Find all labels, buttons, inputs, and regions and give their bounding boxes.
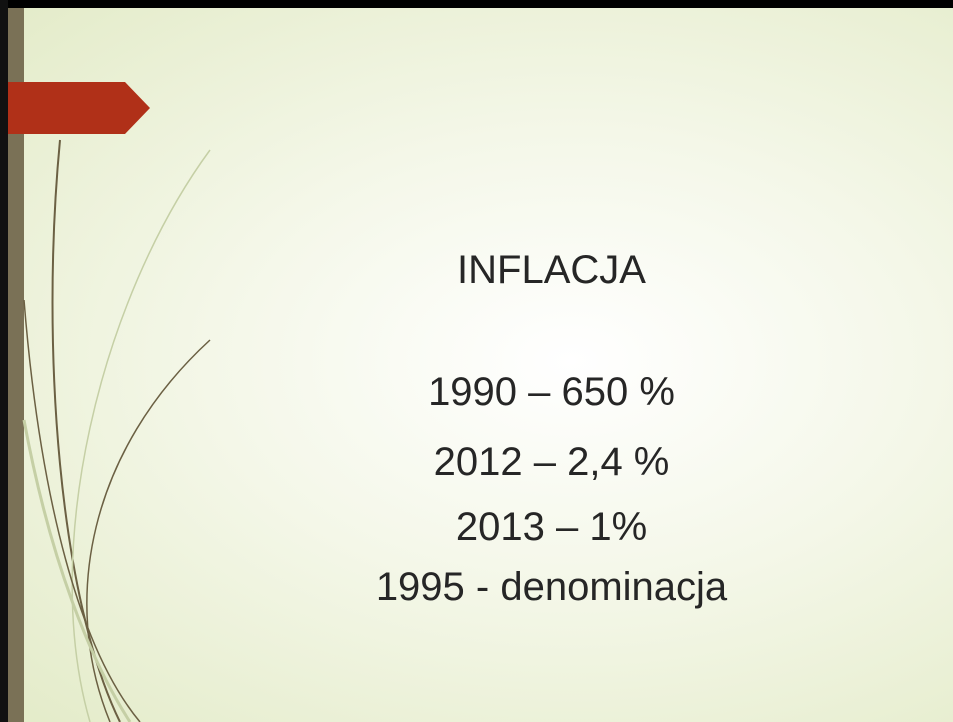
line: 2012 – 2,4 %	[0, 440, 953, 485]
curve	[72, 150, 210, 722]
title: INFLACJA	[0, 248, 953, 293]
line: 1995 - denominacja	[0, 565, 953, 610]
line: 2013 – 1%	[0, 505, 953, 550]
line: 1990 – 650 %	[0, 370, 953, 415]
decoration	[0, 0, 953, 722]
top-border	[0, 0, 953, 8]
left-border	[0, 0, 8, 722]
slide: INFLACJA 1990 – 650 % 2012 – 2,4 % 2013 …	[0, 0, 953, 722]
arrow	[8, 82, 150, 134]
